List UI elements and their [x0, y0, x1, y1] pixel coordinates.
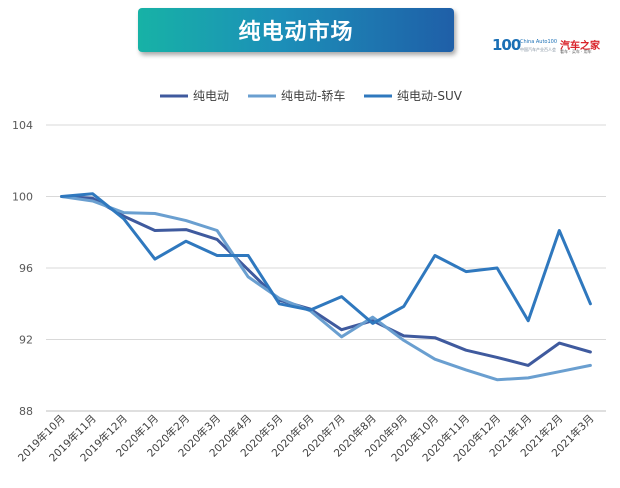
series-lines [60, 192, 592, 382]
sponsor-logo: 100 China Auto100 中国汽车产业百人会 汽车之家 看车 · 买车… [492, 36, 610, 56]
china-auto100-logo-mark: 100 [492, 36, 521, 54]
y-axis-tick-labels: 88 92 96 100 104 [12, 119, 33, 418]
series-line-3 [60, 192, 592, 325]
autohome-logo-tagline: 看车 · 买车 · 用车 [560, 49, 592, 54]
y-tick-label: 92 [19, 334, 33, 347]
series-line-2 [60, 195, 592, 382]
china-auto100-logo-text: China Auto100 [520, 39, 558, 45]
china-auto100-logo-subtext: 中国汽车产业百人会 [520, 47, 556, 52]
y-tick-label: 96 [19, 262, 33, 275]
series-line-1 [60, 195, 592, 367]
y-tick-label: 104 [12, 119, 33, 132]
chart-title: 纯电动市场 [238, 20, 354, 45]
autohome-logo-text: 汽车之家 [560, 41, 600, 52]
y-tick-label: 88 [19, 405, 33, 418]
legend-label: 纯电动 [193, 89, 229, 103]
gridlines [46, 124, 606, 412]
legend-label: 纯电动-SUV [397, 89, 463, 103]
chart-title-banner: 纯电动市场 [138, 8, 454, 52]
x-axis-tick-labels: 2019年10月2019年11月2019年12月2020年1月2020年2月20… [15, 412, 596, 464]
y-tick-label: 100 [12, 191, 33, 204]
legend-label: 纯电动-轿车 [281, 88, 345, 103]
legend: 纯电动 纯电动-轿车 纯电动-SUV [160, 88, 463, 103]
